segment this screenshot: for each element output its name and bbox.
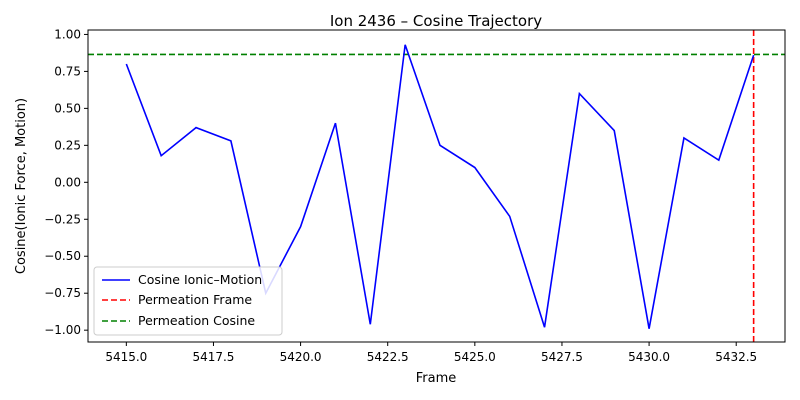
y-tick-label: 0.75	[54, 64, 81, 78]
x-tick-label: 5425.0	[454, 350, 496, 364]
x-tick-label: 5430.0	[628, 350, 670, 364]
y-tick-label: −0.50	[44, 249, 81, 263]
y-tick-label: 0.00	[54, 175, 81, 189]
x-tick-label: 5415.0	[105, 350, 147, 364]
legend: Cosine Ionic–Motion Permeation Frame Per…	[93, 266, 283, 336]
y-tick-label: 0.50	[54, 101, 81, 115]
plot-frame	[87, 29, 786, 343]
x-axis-label: Frame	[416, 371, 457, 386]
series-layer	[125, 44, 755, 329]
legend-label-cosine: Cosine Ionic–Motion	[138, 272, 262, 287]
legend-label-permeation-cosine: Permeation Cosine	[138, 313, 255, 328]
y-tick-label: −1.00	[44, 323, 81, 337]
x-tick-label: 5432.5	[715, 350, 757, 364]
x-axis-ticks: 5415.0 5417.5 5420.0 5422.5 5425.0 5427.5 5430…	[105, 342, 757, 364]
y-axis-label: Cosine(Ionic Force, Motion)	[14, 98, 29, 274]
x-tick-label: 5420.0	[280, 350, 322, 364]
plot-area	[88, 30, 785, 342]
y-tick-label: −0.25	[44, 212, 81, 226]
legend-box	[93, 266, 283, 336]
x-tick-label: 5422.5	[367, 350, 409, 364]
series-line-cosine	[125, 44, 755, 329]
y-tick-label: 0.25	[54, 138, 81, 152]
legend-label-permeation-frame: Permeation Frame	[138, 292, 252, 307]
y-axis-ticks: −1.00 −0.75 −0.50 −0.25 0.00 0.25 0.50 0.75 1.00	[44, 27, 88, 337]
y-tick-label: 1.00	[54, 27, 81, 41]
chart-title: Ion 2436 – Cosine Trajectory	[330, 12, 542, 30]
x-tick-label: 5427.5	[541, 350, 583, 364]
y-tick-label: −0.75	[44, 286, 81, 300]
x-tick-label: 5417.5	[192, 350, 234, 364]
